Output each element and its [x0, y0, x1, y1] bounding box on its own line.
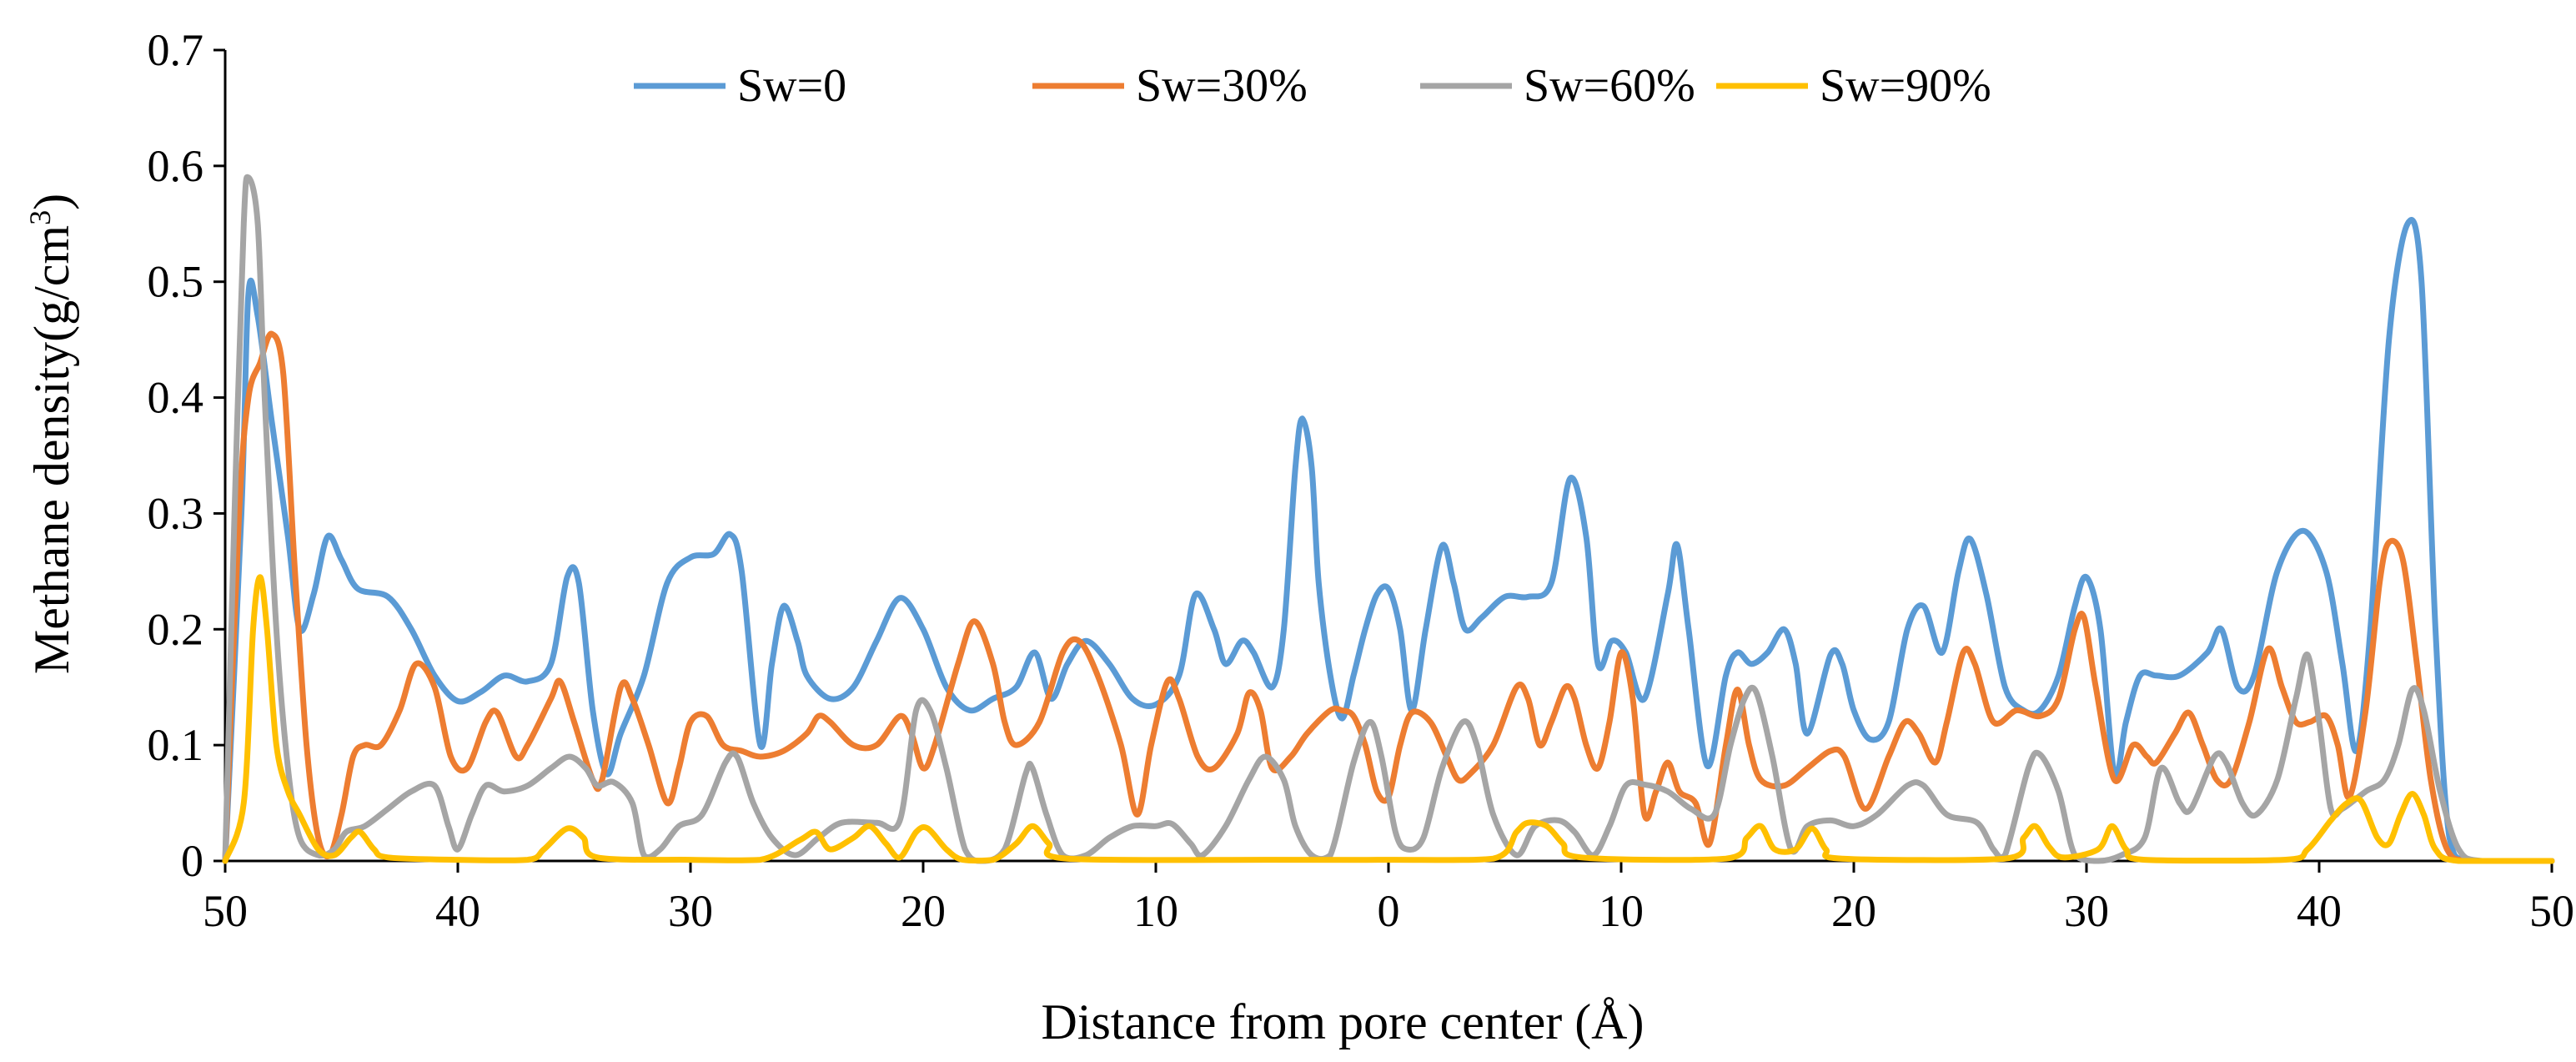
y-tick-label: 0.1 [148, 720, 204, 770]
legend-label: Sw=60% [1524, 60, 1695, 112]
x-axis: 50 40 30 20 10 0 10 20 30 40 50 [203, 859, 2574, 936]
y-axis-title-superscript: 3 [23, 210, 57, 225]
legend: Sw=0 Sw=30% Sw=60% Sw=90% [634, 60, 1991, 112]
series-line-sw-60- [222, 174, 2555, 864]
x-tick-label: 0 [1378, 886, 1400, 936]
legend-label: Sw=0 [737, 60, 846, 112]
x-tick-label: 20 [1831, 886, 1876, 936]
x-axis-title: Distance from pore center (Å) [1042, 994, 1645, 1049]
y-tick-label: 0.6 [148, 141, 204, 191]
y-axis: 0 0.1 0.2 0.3 0.4 0.5 0.6 0.7 [148, 25, 227, 886]
x-tick-label: 40 [2297, 886, 2342, 936]
y-axis-title: Methane density(g/cm3) [23, 194, 79, 674]
series-line-sw-0 [222, 217, 2555, 864]
y-tick-label: 0.3 [148, 488, 204, 538]
x-tick-label: 40 [435, 886, 480, 936]
y-tick-label: 0.7 [148, 25, 204, 75]
y-axis-title-main: Methane density(g/cm [24, 225, 79, 674]
x-tick-label: 50 [2529, 886, 2574, 936]
x-tick-label: 20 [901, 886, 946, 936]
legend-label: Sw=90% [1820, 60, 1991, 112]
legend-label: Sw=30% [1136, 60, 1308, 112]
y-tick-label: 0 [181, 836, 203, 886]
x-tick-label: 10 [1599, 886, 1644, 936]
y-tick-label: 0.2 [148, 604, 204, 654]
x-tick-label: 30 [668, 886, 713, 936]
x-tick-label: 10 [1133, 886, 1178, 936]
series-lines [222, 174, 2555, 864]
y-axis-title-close: ) [24, 194, 79, 210]
y-tick-label: 0.4 [148, 373, 204, 423]
series-line-sw-30- [222, 330, 2555, 864]
series-line-sw-90- [222, 574, 2555, 864]
y-tick-label: 0.5 [148, 257, 204, 307]
x-tick-label: 50 [203, 886, 248, 936]
x-tick-label: 30 [2064, 886, 2109, 936]
